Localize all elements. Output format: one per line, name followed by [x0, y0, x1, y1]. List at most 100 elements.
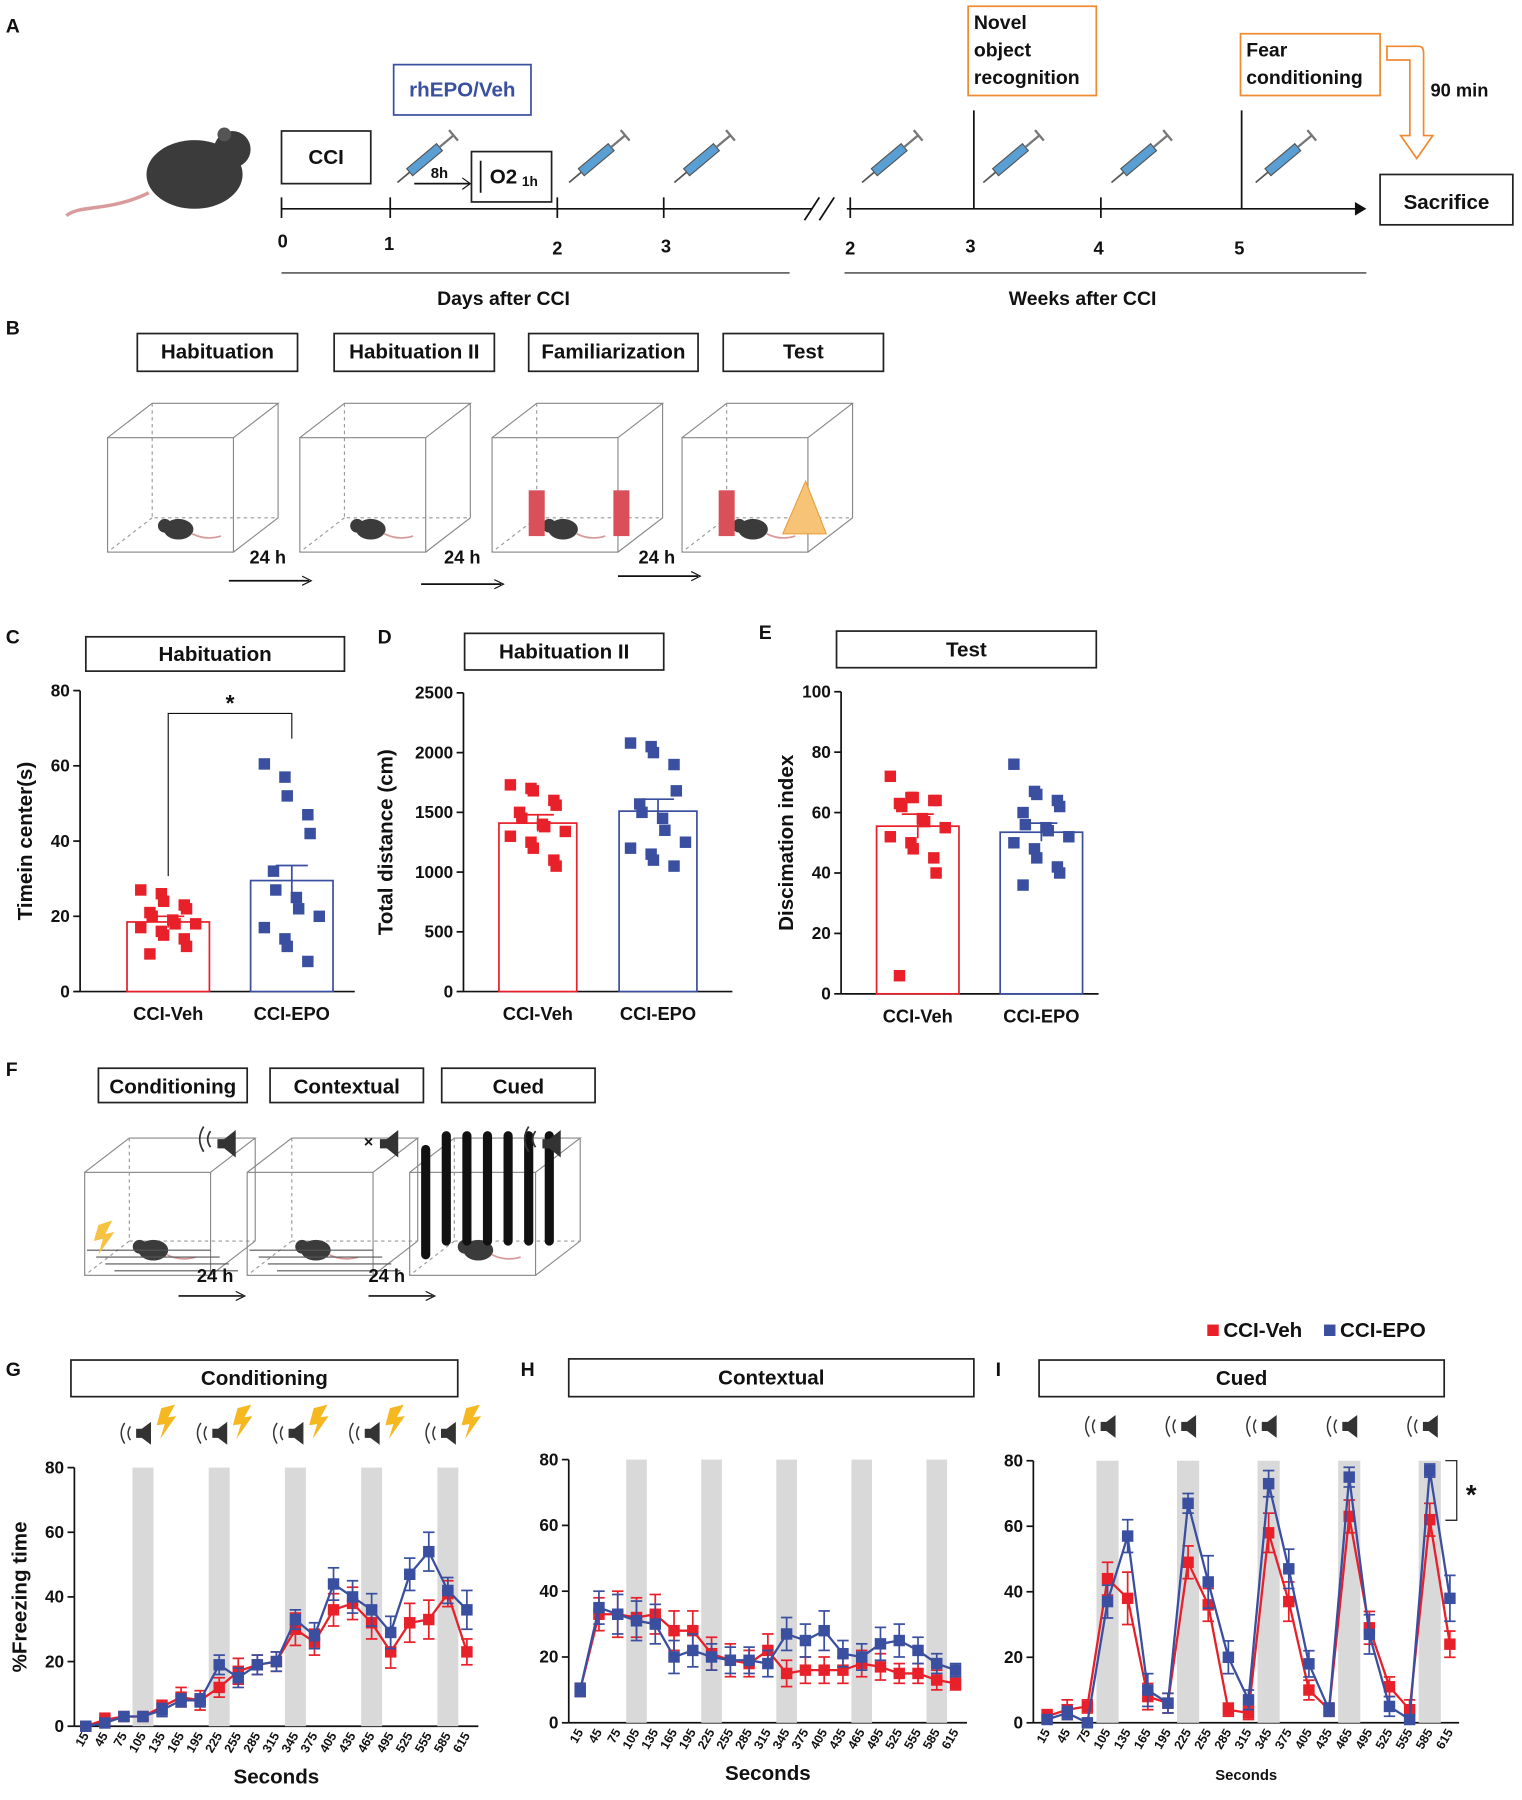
box: [97, 1067, 249, 1104]
y-tick-label: 80: [539, 1449, 558, 1469]
syringe-plunger: [1034, 129, 1045, 142]
mouse: [217, 127, 232, 142]
chambers: ×: [84, 1126, 582, 1302]
wall-stripe: [524, 1131, 534, 1246]
marker: [780, 1667, 793, 1680]
marker: [1303, 1658, 1315, 1670]
data-point: [292, 903, 305, 915]
label: recognition: [974, 67, 1080, 89]
mute-x: ×: [364, 1133, 373, 1151]
syringe: [982, 129, 1045, 184]
chart-title: Habituation: [159, 643, 272, 666]
panel-letter: A: [6, 16, 20, 38]
stimulus-shade: [284, 1467, 306, 1727]
marker: [1262, 1527, 1275, 1539]
cube-front: [246, 1171, 374, 1276]
sound-wave: [1326, 1415, 1338, 1438]
marker: [1403, 1713, 1416, 1726]
mouse: [732, 518, 747, 533]
x-axis-label: Seconds: [233, 1765, 319, 1788]
y-tick-label: 2000: [415, 742, 453, 762]
y-tick-label: 40: [51, 831, 70, 851]
cube-front: [299, 437, 427, 553]
data-point: [135, 921, 147, 934]
tick-label: 2: [845, 238, 855, 259]
data-point: [504, 779, 517, 791]
label: CCI: [308, 146, 343, 169]
marker: [327, 1578, 340, 1590]
speaker: [1342, 1414, 1358, 1438]
data-point: [157, 895, 170, 907]
data-point: [550, 860, 562, 872]
annotation: *: [226, 690, 235, 716]
box: [392, 63, 532, 116]
arrow: [1354, 201, 1367, 216]
mouse: [157, 518, 172, 533]
y-tick-label: 80: [51, 680, 70, 700]
box: [440, 1067, 596, 1104]
arenas: [106, 402, 855, 590]
mouse-tail: [491, 1253, 521, 1260]
sound-wave: [198, 1126, 212, 1153]
x-tick-label: 585: [431, 1730, 454, 1755]
data-point: [647, 746, 660, 759]
arrow-head: [301, 575, 313, 586]
marker: [630, 1615, 643, 1627]
marker: [1041, 1713, 1053, 1726]
data-point: [290, 891, 303, 904]
sound-wave: [196, 1422, 208, 1444]
cube-front: [84, 1171, 212, 1276]
wall-stripe: [462, 1131, 472, 1246]
x-tick-label: 555: [412, 1730, 435, 1755]
speaker: [1100, 1414, 1116, 1438]
marker: [668, 1651, 680, 1663]
x-tick-label: 15: [73, 1730, 92, 1749]
y-tick-label: 80: [1004, 1450, 1023, 1470]
marker: [912, 1644, 924, 1657]
syringe: [673, 129, 736, 184]
x-tick-label: 225: [695, 1726, 718, 1751]
speaker: [288, 1421, 304, 1445]
x-tick-label: 585: [920, 1726, 943, 1751]
chart-title: Contextual: [718, 1367, 824, 1390]
syringe: [396, 129, 459, 184]
cube-edges: [681, 402, 855, 553]
syringe-plunger: [912, 129, 924, 142]
cube-hidden: [84, 1138, 256, 1276]
marker: [818, 1624, 830, 1637]
x-tick-label: 435: [1312, 1726, 1335, 1751]
marker: [213, 1659, 225, 1671]
x-tick-label: 615: [1433, 1726, 1456, 1751]
syringe-plunger: [1024, 134, 1041, 149]
y-axis-label: Discimation index: [775, 754, 798, 931]
marker: [461, 1604, 473, 1616]
data-point: [525, 836, 537, 848]
data-point: [1053, 800, 1066, 813]
x-tick-label: 345: [1252, 1726, 1275, 1751]
data-point: [645, 740, 657, 753]
bolt: [93, 1220, 115, 1255]
marker: [1363, 1628, 1376, 1641]
label: object: [974, 40, 1032, 62]
mouse: [350, 518, 364, 533]
data-point: [668, 758, 680, 771]
marker: [80, 1720, 92, 1732]
panel-letter: D: [378, 627, 392, 649]
marker: [780, 1628, 793, 1640]
y-tick-label: 0: [821, 984, 831, 1004]
syringe-body: [682, 142, 721, 177]
marker: [194, 1694, 206, 1707]
marker: [251, 1659, 264, 1671]
y-tick-label: 20: [45, 1651, 64, 1671]
x-tick-label: 525: [883, 1726, 906, 1751]
cube-edges: [409, 1137, 582, 1276]
x-axis-label: Seconds: [1215, 1768, 1277, 1784]
chart-title: Conditioning: [201, 1367, 328, 1390]
x-tick-label: 45: [1054, 1726, 1073, 1745]
x-tick-label: 255: [714, 1726, 737, 1751]
y-tick-label: 2500: [415, 683, 453, 703]
legend-label: CCI-EPO: [1340, 1319, 1426, 1342]
tick-label: 0: [278, 231, 288, 252]
label: O2: [490, 166, 517, 189]
marker: [1444, 1592, 1456, 1605]
